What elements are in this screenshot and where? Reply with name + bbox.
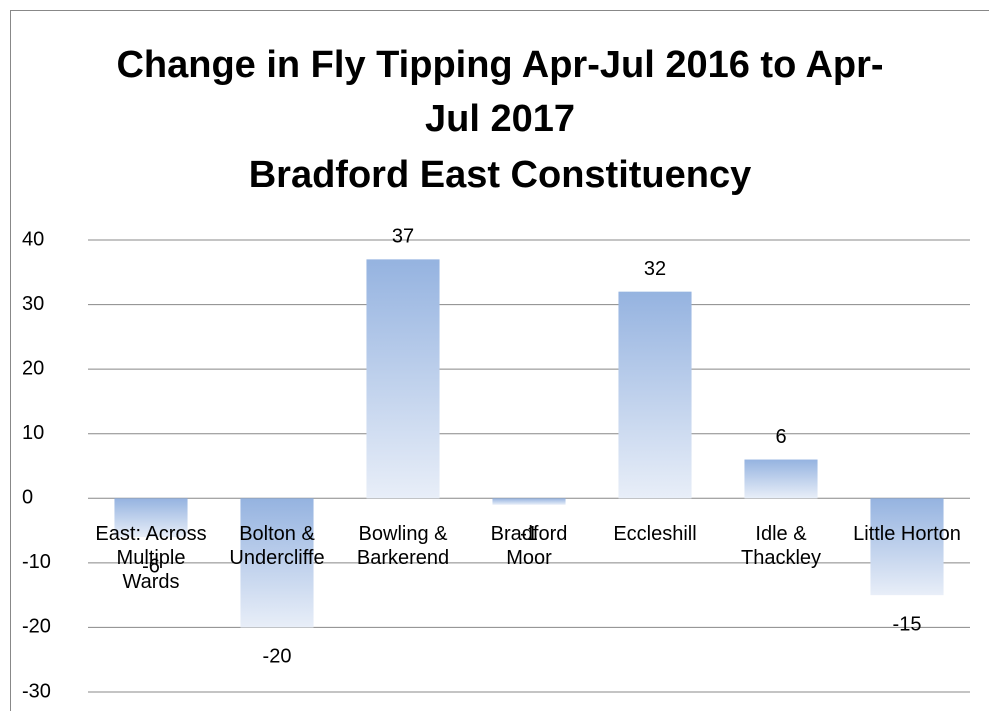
value-label: -1 (520, 523, 538, 545)
bar (618, 291, 692, 499)
y-tick-label: -20 (22, 616, 51, 638)
chart-border (10, 10, 989, 711)
x-tick-label: Bradford Moor (490, 523, 568, 570)
x-tick-label: East: Across Multiple Wards (95, 523, 207, 594)
y-tick-label: 40 (22, 228, 44, 250)
x-tick-label: Idle & Thackley (740, 523, 822, 570)
value-label: 32 (644, 258, 666, 280)
value-label: 6 (775, 426, 786, 448)
chart-title: Change in Fly Tipping Apr-Jul 2016 to Ap… (116, 44, 884, 140)
bar (366, 259, 440, 499)
value-label: 37 (392, 226, 414, 248)
y-tick-label: -30 (22, 680, 51, 702)
x-tick-label: Eccleshill (613, 523, 697, 546)
value-label: -20 (263, 646, 292, 668)
x-tick-label: Bolton & Undercliffe (229, 523, 325, 570)
bar (492, 498, 566, 505)
chart-subtitle: Bradford East Constituency (248, 154, 752, 196)
y-tick-label: 0 (22, 487, 33, 509)
bar (744, 459, 818, 499)
y-tick-label: 10 (22, 422, 44, 444)
x-tick-label: Little Horton (853, 523, 961, 546)
y-tick-label: 30 (22, 293, 44, 315)
bar (114, 498, 188, 538)
x-tick-label: Bowling & Barkerend (356, 523, 450, 570)
y-tick-label: -10 (22, 551, 51, 573)
bar (870, 498, 944, 596)
bar (240, 498, 314, 628)
y-tick-label: 20 (22, 357, 44, 379)
value-label: -6 (142, 555, 160, 577)
value-label: -15 (893, 613, 922, 635)
